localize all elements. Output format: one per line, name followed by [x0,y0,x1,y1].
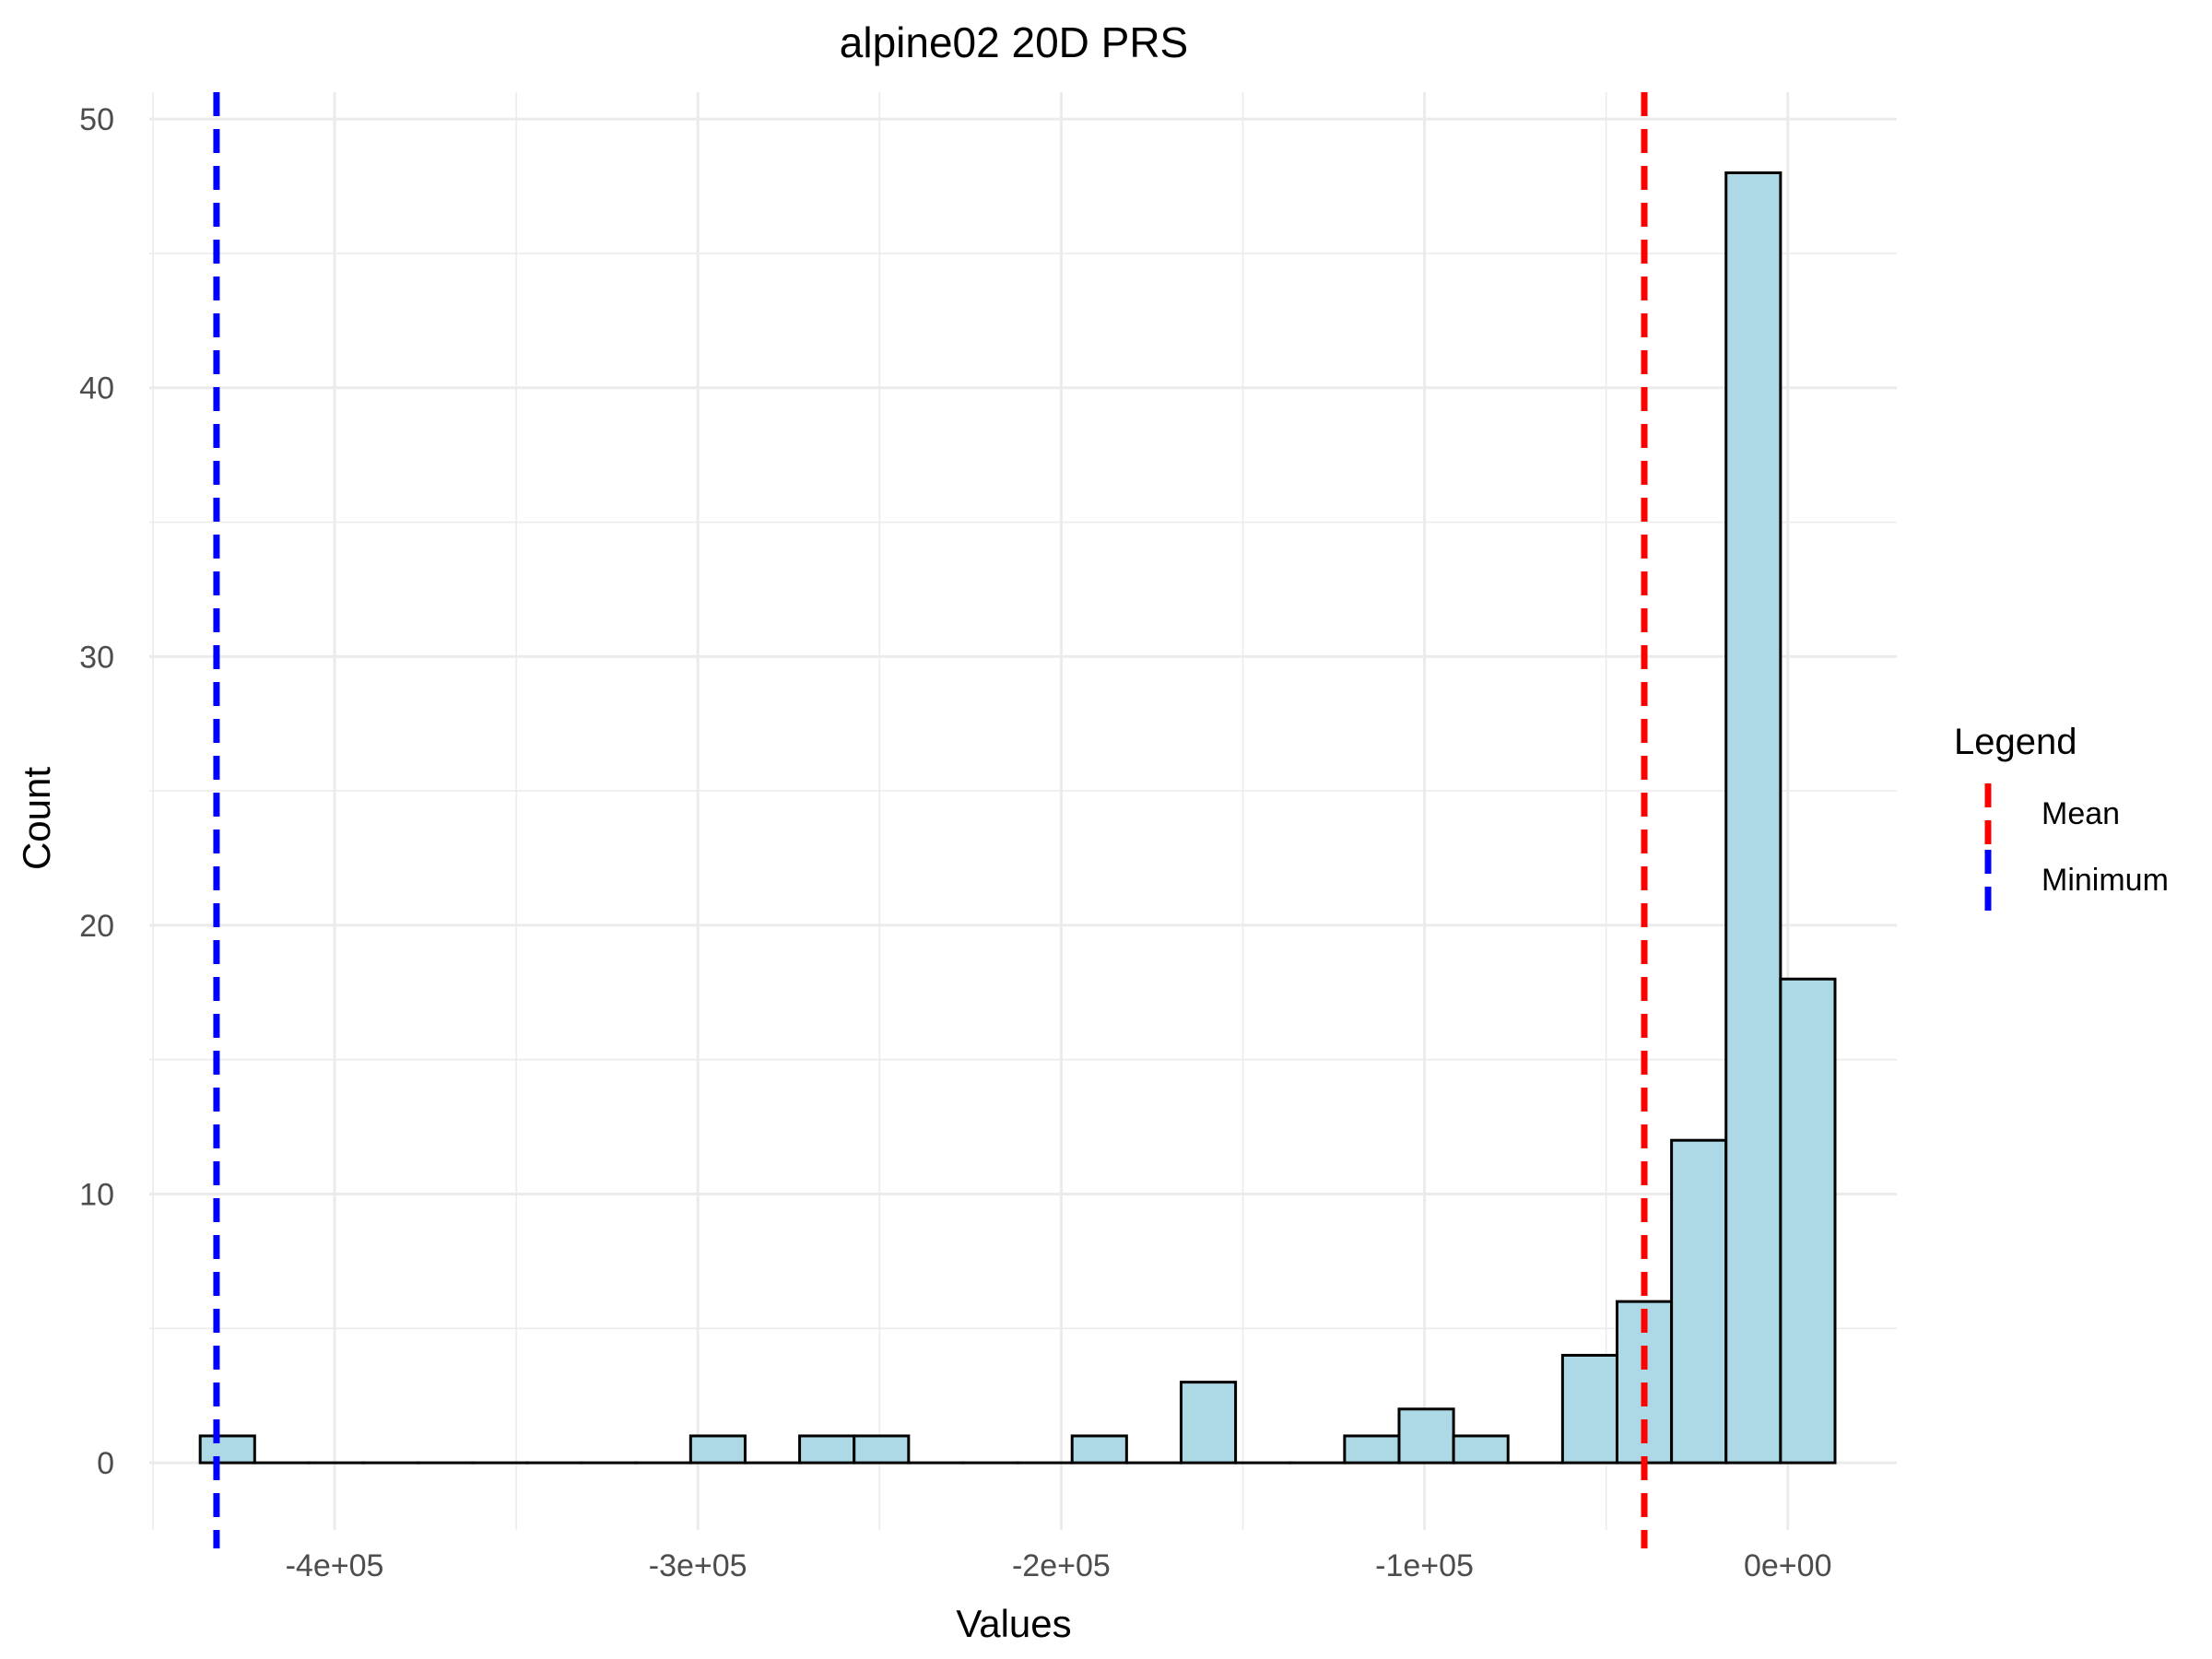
histogram-bar [1560,1353,1618,1465]
histogram-bar [1343,1434,1401,1465]
x-axis-label: Values [956,1602,1071,1645]
y-tick-label: 40 [79,371,114,406]
legend-title: Legend [1954,722,2077,762]
y-tick-label: 10 [79,1178,114,1213]
y-tick-label: 30 [79,640,114,675]
histogram-bar [1452,1434,1510,1465]
y-tick-label: 0 [97,1446,114,1481]
histogram-bar [1179,1381,1238,1465]
histogram-bar [853,1434,911,1465]
x-tick-label: 0e+00 [1744,1548,1832,1583]
x-tick-label: -4e+05 [286,1548,384,1583]
histogram-bar [688,1434,747,1465]
histogram-bar [198,1434,256,1465]
x-tick-label: -3e+05 [649,1548,747,1583]
reference-lines [213,92,1648,1548]
histogram-bar [1724,171,1783,1465]
y-axis-ticks: 0 10 20 30 40 50 [79,102,114,1481]
y-tick-label: 50 [79,102,114,137]
x-tick-label: -2e+05 [1012,1548,1111,1583]
histogram-bar [1670,1138,1728,1465]
legend-label: Minimum [2041,863,2169,898]
histogram-bar [798,1434,856,1465]
legend-items: Mean Minimum [1984,780,2169,912]
x-axis-ticks: -4e+05 -3e+05 -2e+05 -1e+05 0e+00 [286,1548,1832,1583]
histogram-bar [1070,1434,1128,1465]
x-tick-label: -1e+05 [1375,1548,1474,1583]
chart-title: alpine02 20D PRS [840,18,1188,66]
legend: Legend Mean Minimum [1954,722,2169,912]
histogram-bar [1779,977,1837,1465]
y-tick-label: 20 [79,909,114,944]
y-axis-label: Count [15,767,58,870]
histogram-bars [198,171,1837,1465]
histogram-bar [1397,1407,1455,1465]
grid-lines [149,92,1897,1530]
legend-label: Mean [2041,796,2120,831]
